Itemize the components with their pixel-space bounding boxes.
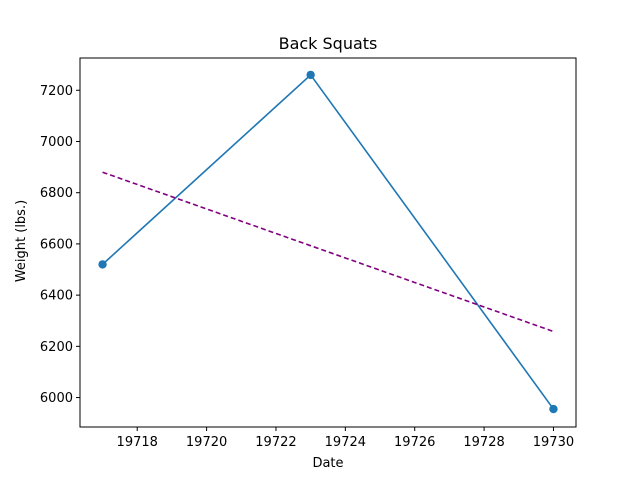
series-0-point-2	[549, 404, 558, 414]
x-tick-label-0: 19718	[117, 435, 158, 450]
plot-area: 19718 19720 19722 19724 19726 19728 19730 6000 6…	[40, 57, 577, 450]
series-0-point-0	[98, 260, 107, 269]
y-tick-label-1: 6200	[40, 340, 73, 355]
y-tick-label-2: 6400	[40, 289, 73, 304]
x-tick-label-2: 19722	[255, 435, 296, 450]
y-tick-label-4: 6800	[40, 186, 73, 201]
y-tick-label-3: 6600	[40, 237, 73, 252]
y-tick-label-5: 7000	[40, 135, 73, 150]
x-tick-label-6: 19730	[533, 435, 574, 450]
series-0-line	[102, 73, 555, 410]
y-tick-label-6: 7200	[40, 84, 73, 99]
x-tick-label-4: 19726	[394, 435, 435, 450]
series-1-line	[102, 171, 554, 333]
x-tick-label-5: 19728	[463, 435, 504, 450]
series-0-point-1	[306, 70, 315, 80]
x-axis-label: Date	[312, 456, 343, 471]
chart-title: Back Squats	[279, 34, 378, 53]
x-tick-label-1: 19720	[186, 435, 227, 450]
y-axis-label: Weight (lbs.)	[14, 200, 29, 282]
y-tick-label-0: 6000	[40, 391, 73, 406]
axes-frame	[79, 57, 577, 428]
x-tick-label-3: 19724	[325, 435, 366, 450]
